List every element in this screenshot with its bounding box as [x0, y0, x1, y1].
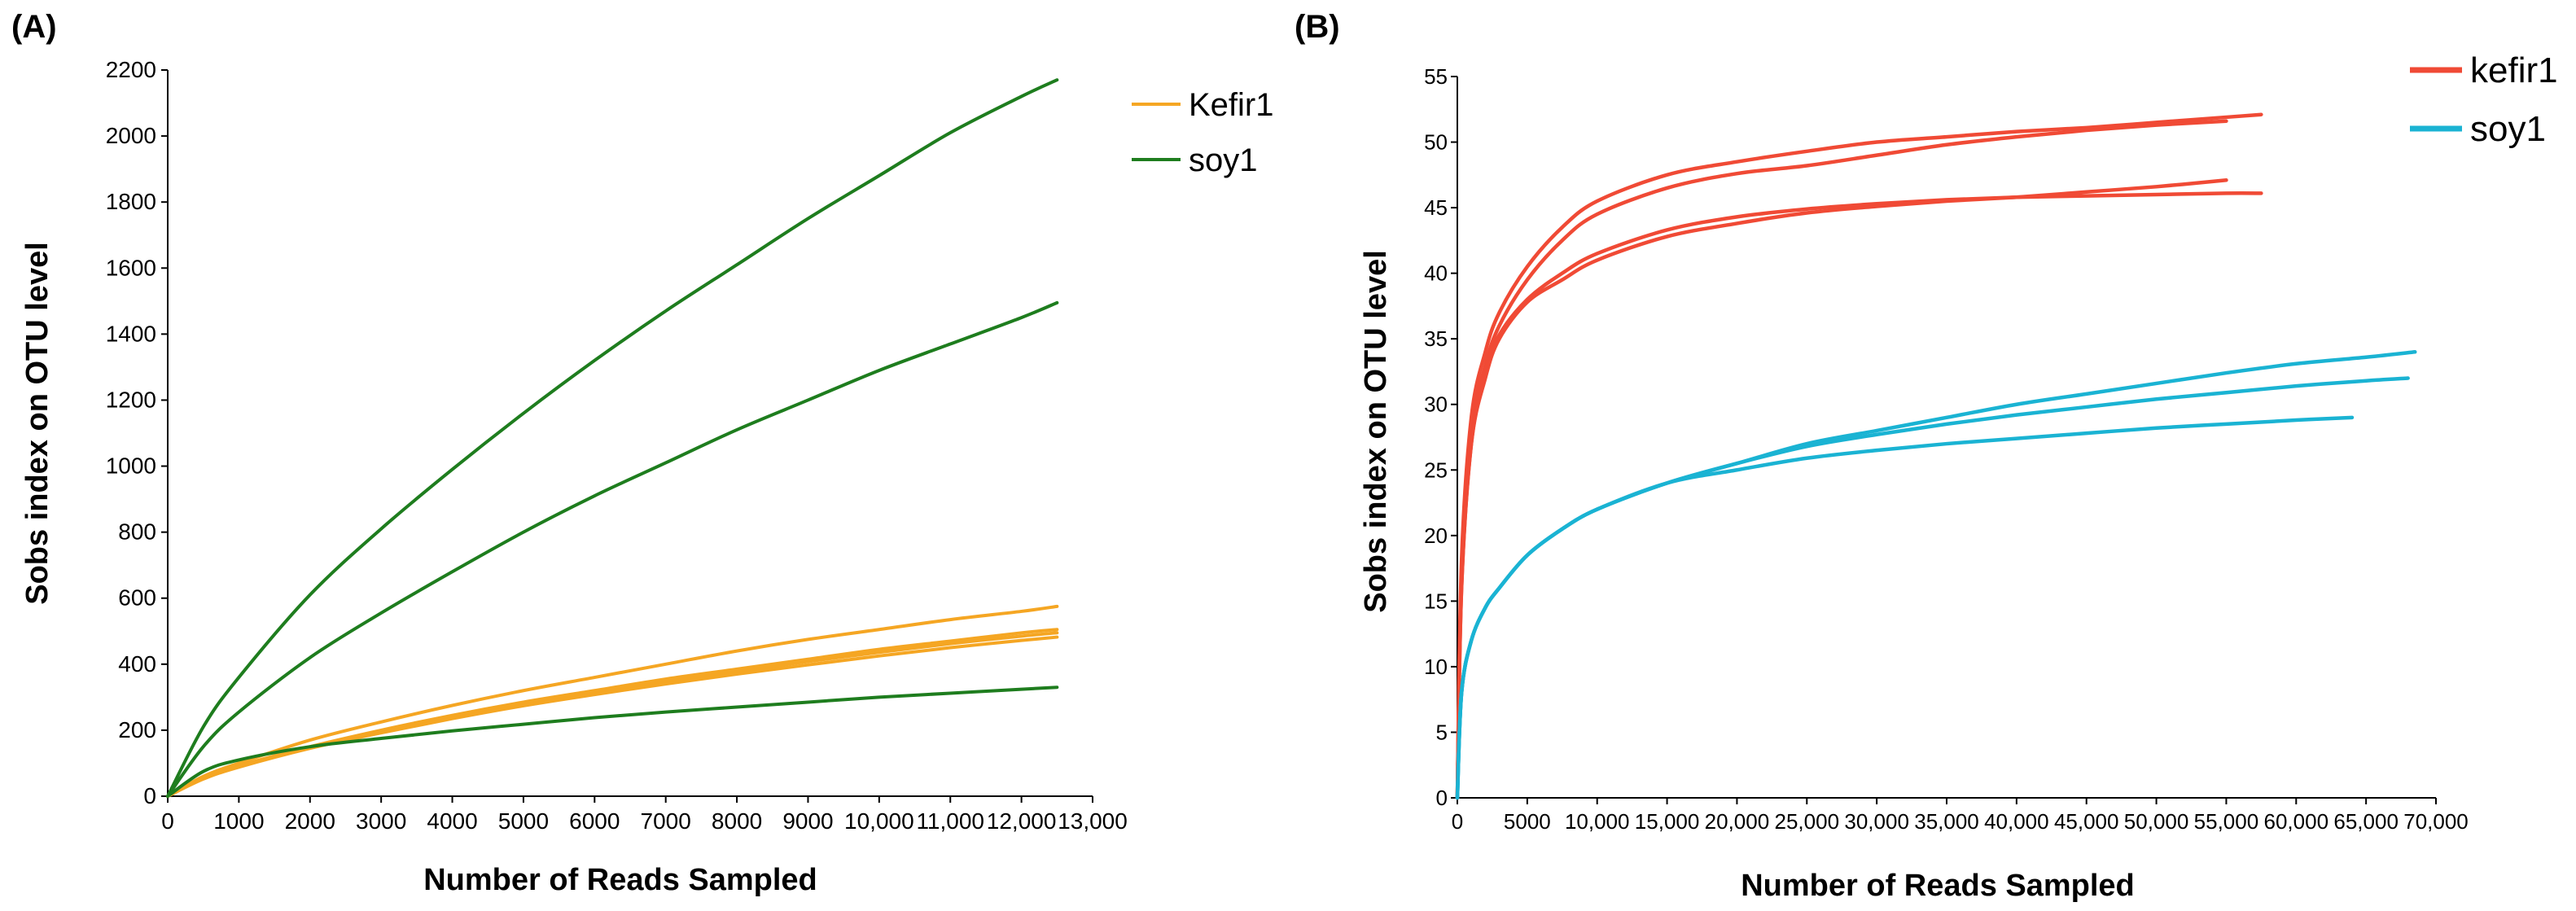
panel-b-y-tick-label: 30 [1424, 392, 1448, 417]
panel-a-y-tick-label: 400 [118, 651, 156, 677]
panel-b-series-line-soy1-5 [1455, 376, 2410, 800]
panel-b-x-tick-label: 30,000 [1844, 809, 1909, 834]
panel-a-series-line-soy1-6 [166, 685, 1059, 798]
panel-b-legend: kefir1 soy1 [2410, 50, 2558, 149]
panel-b-y-tick-label: 40 [1424, 261, 1448, 286]
panel-a-series-line-soy1-4 [166, 78, 1059, 798]
panel-a-legend: Kefir1 soy1 [1132, 87, 1274, 178]
panel-a-y-axis-title: Sobs index on OTU level [20, 242, 55, 605]
panel-b-series-line-kefir1-2 [1455, 178, 2228, 800]
panel-a-x-axis-title: Number of Reads Sampled [423, 863, 817, 897]
panel-b: (B) 0 5 10 15 20 25 30 35 40 45 50 55 0 5000 10,000 15,… [1295, 9, 2558, 903]
panel-a-x-tick-label: 7000 [641, 808, 691, 834]
panel-a-y-tick-label: 200 [118, 717, 156, 742]
panel-a-x-tick-label: 6000 [569, 808, 620, 834]
panel-b-x-axis-title: Number of Reads Sampled [1741, 869, 2135, 903]
legend-label-soy1-b: soy1 [2470, 109, 2546, 149]
panel-b-y-tick-label: 55 [1424, 64, 1448, 89]
panel-b-y-tick-label: 15 [1424, 589, 1448, 613]
panel-a-series-line-kefir1-3 [166, 635, 1059, 798]
panel-b-x-tick-label: 0 [1452, 809, 1463, 834]
panel-b-x-tick-label: 25,000 [1775, 809, 1840, 834]
panel-b-y-axis-title: Sobs index on OTU level [1359, 250, 1393, 613]
panel-b-x-tick-label: 20,000 [1705, 809, 1770, 834]
panel-b-y-tick-label: 45 [1424, 195, 1448, 220]
panel-a-axes: 0 200 400 600 800 1000 1200 1400 1600 1800 2000 220… [106, 57, 1128, 834]
panel-b-y-tick-label: 10 [1424, 655, 1448, 679]
panel-b-x-tick-label: 10,000 [1565, 809, 1630, 834]
panel-b-series [1455, 112, 2417, 800]
legend-label-kefir1-a: Kefir1 [1189, 87, 1274, 123]
panel-b-y-tick-label: 35 [1424, 326, 1448, 351]
panel-a-x-tick-label: 10,000 [844, 808, 914, 834]
panel-a-series-line-kefir1-1 [166, 628, 1059, 798]
panel-a-y-tick-label: 1400 [106, 321, 156, 346]
panel-a-x-tick-label: 3000 [356, 808, 406, 834]
panel-b-x-tick-label: 5000 [1504, 809, 1551, 834]
panel-a-y-tick-label: 600 [118, 585, 156, 611]
legend-label-kefir1-b: kefir1 [2470, 50, 2558, 90]
panel-b-x-tick-label: 40,000 [1984, 809, 2049, 834]
panel-a-y-tick-label: 0 [143, 783, 156, 808]
panel-a-x-tick-label: 5000 [498, 808, 549, 834]
panel-b-series-line-kefir1-3 [1455, 191, 2263, 800]
panel-a-x-tick-label: 8000 [712, 808, 762, 834]
panel-a-label: (A) [11, 9, 57, 45]
panel-a-x-tick-label: 0 [161, 808, 174, 834]
panel-a-series-line-kefir1-0 [166, 604, 1059, 798]
panel-b-x-tick-label: 65,000 [2333, 809, 2399, 834]
panel-b-y-tick-label: 5 [1436, 720, 1448, 744]
panel-b-y-tick-label: 0 [1436, 786, 1448, 810]
panel-b-series-line-soy1-4 [1455, 350, 2417, 800]
panel-b-x-tick-label: 60,000 [2264, 809, 2329, 834]
panel-a-y-tick-label: 800 [118, 519, 156, 545]
legend-label-soy1-a: soy1 [1189, 142, 1258, 178]
panel-a: (A) 0 200 400 600 800 1000 1200 1400 1600 1800 200… [11, 9, 1274, 897]
panel-b-x-tick-label: 70,000 [2403, 809, 2469, 834]
panel-b-y-tick-label: 20 [1424, 523, 1448, 548]
panel-b-series-line-kefir1-0 [1455, 112, 2263, 800]
panel-a-x-tick-label: 4000 [427, 808, 477, 834]
panel-a-x-tick-label: 9000 [782, 808, 833, 834]
panel-b-x-tick-label: 50,000 [2124, 809, 2189, 834]
panel-a-y-tick-label: 1200 [106, 387, 156, 412]
panel-b-x-tick-label: 45,000 [2054, 809, 2119, 834]
panel-a-series-line-kefir1-2 [166, 631, 1059, 798]
panel-a-x-tick-label: 13,000 [1058, 808, 1128, 834]
panel-b-x-tick-label: 15,000 [1635, 809, 1700, 834]
panel-a-x-tick-label: 1000 [213, 808, 264, 834]
panel-a-x-tick-label: 2000 [285, 808, 335, 834]
panel-b-label: (B) [1295, 9, 1340, 45]
panel-a-y-tick-label: 1000 [106, 453, 156, 479]
panel-a-y-tick-label: 1600 [106, 255, 156, 280]
panel-b-x-tick-label: 35,000 [1914, 809, 1979, 834]
panel-a-series [166, 78, 1059, 798]
panel-b-series-line-soy1-6 [1455, 415, 2355, 800]
panel-b-series-line-kefir1-1 [1455, 119, 2228, 800]
panel-b-y-tick-label: 50 [1424, 130, 1448, 155]
panel-a-y-tick-label: 1800 [106, 189, 156, 214]
panel-a-series-line-soy1-5 [166, 300, 1059, 798]
panel-a-x-tick-label: 11,000 [916, 808, 984, 834]
panel-b-x-tick-label: 55,000 [2194, 809, 2259, 834]
panel-a-y-tick-label: 2200 [106, 57, 156, 82]
panel-a-y-tick-label: 2000 [106, 123, 156, 148]
panel-b-y-tick-label: 25 [1424, 458, 1448, 482]
panel-a-x-tick-label: 12,000 [987, 808, 1057, 834]
